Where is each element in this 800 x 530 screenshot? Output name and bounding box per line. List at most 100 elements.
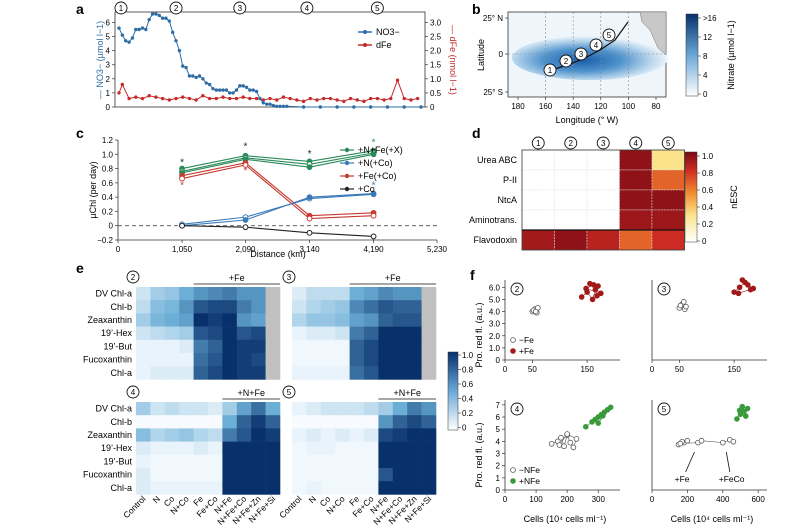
c-series-point [242, 217, 249, 223]
e-cell [392, 287, 408, 301]
e-cell [407, 415, 422, 429]
e-cell [421, 353, 437, 367]
f-legend-marker [510, 348, 516, 354]
e-cell [335, 481, 350, 495]
nitrate-point [140, 26, 145, 30]
f-y-tick-label: 2.0 [489, 332, 501, 341]
f-x-tick-label: 50 [675, 365, 684, 374]
e-cell [378, 339, 394, 354]
map-lat-tick-label: 0 [499, 50, 504, 59]
c-significance-star: * [180, 157, 184, 168]
e-row-label: 19’-Hex [101, 443, 133, 453]
station-circle-2 [169, 1, 183, 15]
d-cell [554, 189, 588, 211]
e-cell [136, 300, 151, 314]
e-cell [222, 366, 238, 380]
f-y-tick-label: 4.0 [489, 308, 501, 317]
e-cell [150, 326, 166, 341]
panel-e-heatmaps: 2 +Fe DV Chl-a Chl-b Zeaxanthin 19’-Hex 19’-Bu… [83, 270, 437, 527]
e-cell [392, 353, 408, 367]
e-cell [335, 339, 350, 354]
e-cell [164, 402, 180, 416]
a-right-tick-label: 2.5 [430, 33, 442, 42]
f-series-point [594, 292, 600, 299]
dfe-point [187, 96, 192, 101]
nitrate-point [147, 17, 151, 22]
c-y-tick-label: 0.6 [102, 179, 114, 188]
f-x-tick-label: 200 [681, 495, 695, 504]
dfe-point [415, 96, 420, 101]
e-cell [407, 481, 422, 495]
d-colorbar-tick-label: 0.8 [702, 169, 714, 178]
a-right-tick-label: 0.5 [430, 89, 442, 98]
e-cell [236, 415, 252, 429]
f-x-tick-label: 200 [560, 495, 574, 504]
c-legend-marker [344, 160, 350, 166]
e-cell [265, 454, 281, 469]
station-number-4: 4 [131, 388, 136, 397]
station-circle-3 [596, 136, 610, 150]
dfe-point [174, 96, 178, 101]
panel-c-ylabel: µChl (per day) [88, 161, 98, 218]
d-row-label: P-II [503, 175, 517, 185]
e-cell [208, 428, 223, 442]
e-row-label: Chl-b [110, 302, 132, 312]
d-cell [619, 189, 653, 211]
dfe-point [389, 96, 393, 101]
station-circle-5 [602, 28, 616, 42]
e-row-label: DV Chl-a [95, 404, 132, 414]
map-axes: 25° N 0 25° S 180 160 140 120 100 80 [483, 14, 661, 111]
nitrate-point [137, 27, 141, 32]
panel-a-legend: NO3− dFe [358, 27, 400, 50]
e-cell [179, 428, 194, 442]
e-cell [407, 402, 422, 416]
e-cell [292, 481, 307, 495]
e-cell [208, 353, 223, 367]
dfe-point [127, 96, 131, 101]
e-cell [236, 300, 252, 314]
e-cell [364, 339, 379, 354]
c-significance-star: * [372, 180, 376, 191]
dfe-point [140, 96, 145, 101]
map-colorbar-tick-label: 12 [703, 33, 712, 42]
e-cell [136, 402, 151, 416]
e-col-label: N [151, 494, 162, 505]
nitrate-point [211, 86, 215, 91]
e-cell [136, 441, 151, 456]
station-number-5: 5 [607, 31, 612, 40]
nitrate-point [228, 91, 232, 95]
d-cell [554, 209, 588, 231]
e-cell [320, 441, 336, 456]
nitrate-point [204, 81, 208, 85]
c-y-tick-label: 0.2 [102, 207, 114, 216]
e-cell [193, 287, 209, 301]
f-series-point [739, 403, 746, 410]
e-cell [407, 326, 422, 341]
dfe-point [301, 99, 306, 104]
e-cell [208, 313, 223, 327]
f-y-tick-label: 3 [496, 450, 501, 459]
e-cell [150, 481, 166, 495]
e-cell [378, 300, 394, 314]
e-cell [179, 287, 194, 301]
nitrate-point [187, 74, 192, 78]
map-lon-tick-label: 120 [594, 102, 608, 111]
nitrate-point [352, 105, 356, 109]
f-y-tick-label: 4 [496, 437, 501, 446]
e-cell [407, 287, 422, 301]
e-cell [407, 454, 422, 469]
f-annotation-label: +FeCo [719, 474, 745, 484]
station-circle-2 [126, 270, 140, 284]
dfe-point [214, 96, 219, 101]
e-cell [407, 300, 422, 314]
e-cell [378, 454, 394, 469]
c-legend-label: +N+Fe(+X) [358, 145, 403, 155]
e-cell [222, 300, 238, 314]
dfe-point [160, 96, 165, 101]
station-number-3: 3 [287, 273, 292, 282]
e-cell [320, 313, 336, 327]
dfe-point [120, 82, 125, 87]
f-series-point [556, 442, 563, 448]
